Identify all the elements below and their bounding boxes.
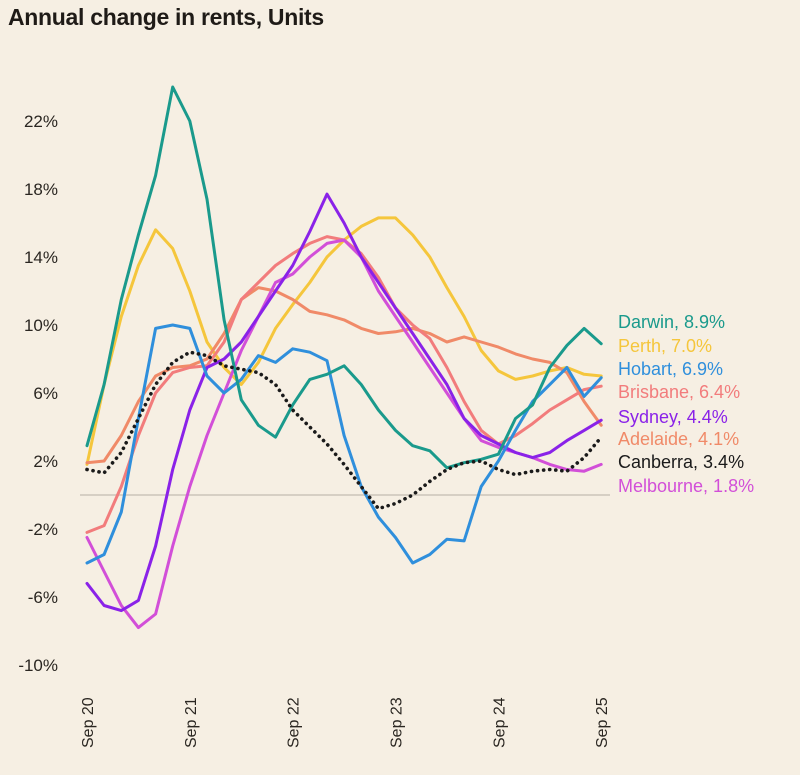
y-tick-label: 18% xyxy=(24,180,58,199)
y-tick-label: -2% xyxy=(28,520,58,539)
y-tick-label: 10% xyxy=(24,316,58,335)
y-tick-label: 2% xyxy=(33,452,58,471)
legend-label-perth: Perth, 7.0% xyxy=(618,336,712,356)
x-tick-label: Sep 20 xyxy=(80,697,97,748)
y-tick-label: 14% xyxy=(24,248,58,267)
series-line-darwin xyxy=(85,85,603,470)
x-tick-label: Sep 25 xyxy=(594,697,611,748)
series-line-adelaide xyxy=(85,286,603,465)
series-line-hobart xyxy=(85,323,603,565)
y-tick-label: -6% xyxy=(28,588,58,607)
x-tick-label: Sep 22 xyxy=(286,697,303,748)
legend-label-brisbane: Brisbane, 6.4% xyxy=(618,382,740,402)
x-tick-label: Sep 23 xyxy=(389,697,406,748)
series-lines xyxy=(85,85,604,630)
series-line-sydney xyxy=(85,192,603,613)
y-tick-label: 6% xyxy=(33,384,58,403)
legend-label-adelaide: Adelaide, 4.1% xyxy=(618,429,739,449)
legend-label-canberra: Canberra, 3.4% xyxy=(618,452,744,472)
series-line-canberra xyxy=(85,350,604,511)
series-line-perth xyxy=(85,216,603,466)
y-tick-label: -10% xyxy=(18,656,58,675)
x-axis: Sep 20 Sep 21 Sep 22 Sep 23 Sep 24 Sep 25 xyxy=(80,697,611,748)
legend-label-hobart: Hobart, 6.9% xyxy=(618,359,723,379)
legend-label-melbourne: Melbourne, 1.8% xyxy=(618,476,754,496)
y-tick-label: 22% xyxy=(24,112,58,131)
legend: Darwin, 8.9% Perth, 7.0% Hobart, 6.9% Brisb… xyxy=(618,312,754,496)
x-tick-label: Sep 24 xyxy=(491,697,508,748)
x-tick-label: Sep 21 xyxy=(183,697,200,748)
legend-label-sydney: Sydney, 4.4% xyxy=(618,407,728,427)
y-axis: -10% -6% -2% 2% 6% 10% 14% 18% 22% xyxy=(18,112,58,675)
legend-label-darwin: Darwin, 8.9% xyxy=(618,312,725,332)
series-line-brisbane xyxy=(85,235,603,534)
chart-title: Annual change in rents, Units xyxy=(8,4,324,30)
